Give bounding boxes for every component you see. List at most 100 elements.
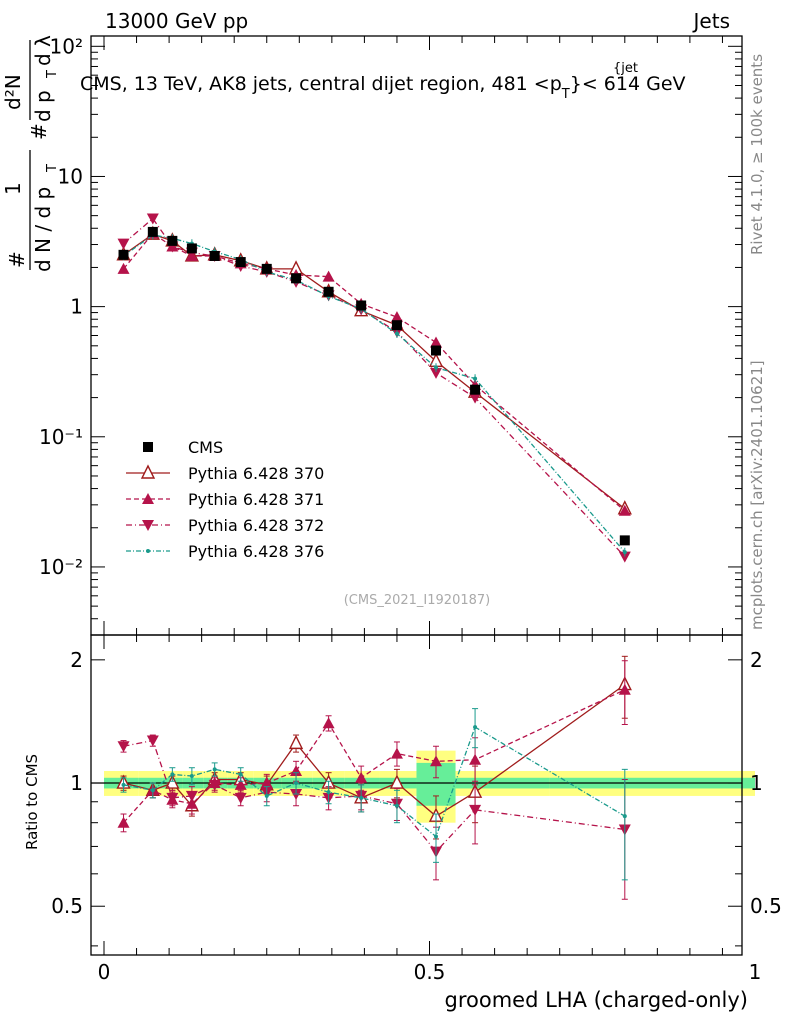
- ratio-ytick-label: 1: [70, 771, 83, 795]
- ylabel-dpt: d p: [31, 90, 55, 122]
- ratio-ytick-label: 0.5: [51, 894, 83, 918]
- main-point: [390, 311, 403, 323]
- cms-point: [167, 235, 178, 246]
- ratio-point: [234, 778, 247, 790]
- xtick-label: 0.5: [414, 960, 446, 984]
- ratio-point: [146, 735, 159, 747]
- ratio-point: [212, 767, 217, 772]
- ratio-point: [622, 814, 627, 819]
- legend-marker: [142, 520, 154, 531]
- ratio-point: [166, 792, 179, 804]
- ratio-series-line: [123, 726, 626, 838]
- main-point: [469, 392, 482, 404]
- watermark: (CMS_2021_I1920187): [344, 593, 491, 608]
- main-point: [394, 331, 399, 336]
- ratio-point: [208, 779, 221, 791]
- ratio-point: [288, 734, 304, 750]
- cms-point: [391, 320, 402, 331]
- ylabel-hash2: #: [27, 123, 51, 140]
- ratio-point: [170, 772, 175, 777]
- main-point: [618, 551, 631, 563]
- legend-marker: [146, 549, 150, 553]
- cms-point: [186, 243, 197, 254]
- ylabel-T2: T: [45, 70, 60, 79]
- ylabel-one: 1: [1, 182, 25, 195]
- xtick-label: 0: [98, 960, 111, 984]
- ratio-point: [290, 765, 303, 777]
- ratio-point: [469, 804, 482, 816]
- ratio-point: [355, 771, 368, 783]
- header-right: Jets: [692, 9, 730, 33]
- ratio-point: [234, 792, 247, 804]
- main-point: [618, 504, 631, 516]
- plot-title-sup: {jet: [613, 61, 638, 76]
- ratio-point: [185, 790, 198, 802]
- cms-point: [356, 300, 367, 311]
- ratio-point: [264, 793, 269, 798]
- ratio-series-line: [123, 689, 626, 824]
- ratio-point: [121, 782, 126, 787]
- header-left: 13000 GeV pp: [105, 9, 248, 33]
- ratio-point: [326, 790, 331, 795]
- main-point: [430, 367, 443, 379]
- cms-point: [209, 250, 220, 261]
- y-axis-label: # 1 d N / d p T # d²N d p T d λ: [1, 35, 60, 272]
- ratio-point: [165, 774, 180, 789]
- ratio-point: [189, 774, 194, 779]
- main-series-line: [123, 217, 626, 558]
- cms-point: [470, 384, 481, 395]
- ylabel-d2n: d²N: [1, 74, 25, 110]
- ratio-point: [390, 747, 403, 759]
- plot-title-main: CMS, 13 TeV, AK8 jets, central dijet reg…: [80, 73, 562, 95]
- xtick-label: 1: [749, 960, 762, 984]
- plot-title: CMS, 13 TeV, AK8 jets, central dijet reg…: [80, 73, 686, 102]
- main-ytick-label: 10: [58, 164, 83, 188]
- ratio-point: [434, 834, 439, 839]
- mcplots-label: mcplots.cern.ch [arXiv:2401.10621]: [748, 360, 766, 630]
- ylabel-dn-dpt: d N / d p: [31, 187, 55, 272]
- ratio-point: [150, 788, 155, 793]
- main-point: [473, 376, 478, 381]
- cms-point: [619, 535, 630, 546]
- rivet-label: Rivet 4.1.0, ≥ 100k events: [748, 54, 766, 255]
- cms-point: [235, 257, 246, 268]
- cms-point: [291, 273, 302, 284]
- cms-point: [118, 249, 129, 260]
- ratio-ytick-label-right: 1: [750, 771, 763, 795]
- ratio-point: [359, 795, 364, 800]
- legend-label: Pythia 6.428 370: [188, 464, 324, 483]
- main-point: [322, 270, 335, 282]
- legend-marker-cms: [143, 442, 153, 452]
- legend-label: Pythia 6.428 371: [188, 490, 324, 509]
- cms-point: [147, 226, 158, 237]
- plot-title-sub: T: [561, 87, 570, 102]
- main-ytick-label: 1: [70, 295, 83, 319]
- main-point: [430, 336, 443, 348]
- ratio-point: [469, 753, 482, 765]
- ratio-point: [294, 781, 299, 786]
- ratio-ytick-label-right: 0.5: [750, 894, 782, 918]
- legend-marker: [140, 464, 156, 479]
- main-point: [622, 550, 627, 555]
- main-point: [146, 213, 159, 225]
- ratio-point: [117, 741, 130, 753]
- main-point: [434, 365, 439, 370]
- main-ytick-label: 10⁻¹: [39, 425, 83, 449]
- x-axis-label: groomed LHA (charged-only): [445, 988, 748, 1012]
- legend-marker: [142, 493, 154, 504]
- legend-label: CMS: [188, 438, 223, 457]
- ratio-series-line: [123, 739, 625, 853]
- ratio-point: [322, 717, 335, 729]
- legend-label: Pythia 6.428 372: [188, 516, 324, 535]
- ratio-ytick-label: 2: [70, 648, 83, 672]
- legend-label: Pythia 6.428 376: [188, 542, 324, 561]
- plot-layer: 10² 10 1 10⁻¹ 10⁻² 2 2 1 1 0.5 0.5 0 0.5 1 CMS Pythia 6…: [39, 34, 782, 984]
- cms-point: [261, 263, 272, 274]
- ratio-point: [394, 803, 399, 808]
- main-series-line: [123, 234, 626, 553]
- ratio-y-axis-label: Ratio to CMS: [23, 754, 41, 850]
- ratio-ytick-label-right: 2: [750, 648, 763, 672]
- main-point: [117, 262, 130, 274]
- ylabel-T: T: [45, 164, 60, 173]
